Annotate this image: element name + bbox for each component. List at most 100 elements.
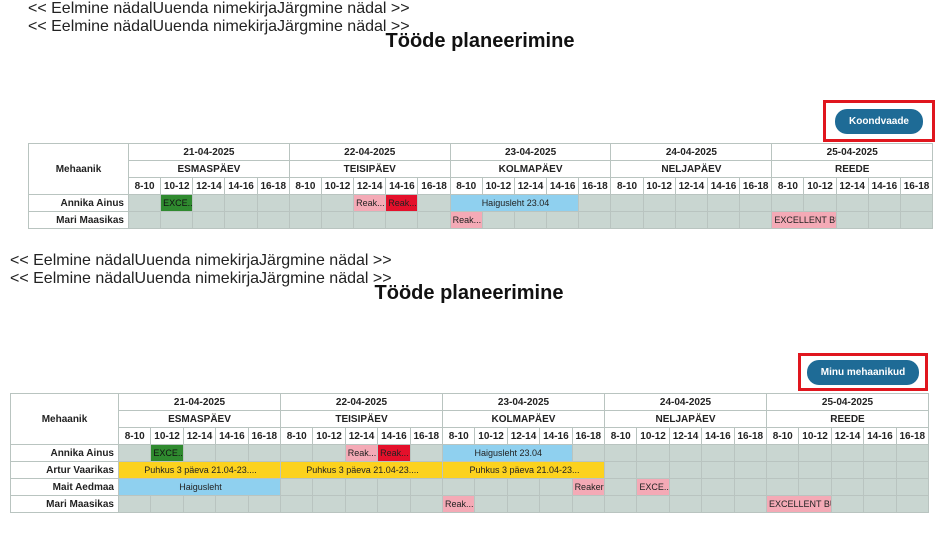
- empty-slot: [506, 495, 541, 513]
- booking[interactable]: EXCE...: [636, 478, 670, 496]
- empty-slot: [192, 211, 226, 229]
- empty-slot: [668, 461, 703, 479]
- empty-slot: [312, 495, 346, 513]
- empty-slot: [312, 444, 346, 462]
- mechanic-name: Mait Aedmaa: [10, 478, 119, 496]
- prev-week-link[interactable]: << Eelmine nädal: [28, 18, 153, 35]
- mechanic-row: Annika Ainus EXCE... Reak... Reak... Haigusl…: [10, 444, 930, 462]
- day-date: 21-04-2025: [118, 393, 281, 411]
- time-slot: 12-14: [674, 177, 708, 195]
- prev-week-link[interactable]: << Eelmine nädal: [10, 252, 135, 269]
- mechanic-header: Mehaanik: [10, 393, 119, 445]
- empty-slot: [279, 478, 314, 496]
- empty-slot: [539, 478, 573, 496]
- day-date: 22-04-2025: [288, 143, 451, 161]
- highlight-box: Koondvaade: [823, 100, 935, 142]
- time-slot: 16-18: [739, 177, 773, 195]
- empty-slot: [733, 444, 768, 462]
- empty-slot: [636, 444, 670, 462]
- refresh-list-link[interactable]: Uuenda nimekirja: [152, 18, 278, 35]
- next-week-link[interactable]: Järgmine nädal >>: [277, 18, 410, 35]
- booking[interactable]: Reak...: [377, 444, 411, 462]
- refresh-list-link[interactable]: Uuenda nimekirja: [152, 0, 278, 17]
- empty-slot: [798, 478, 832, 496]
- time-slot: 8-10: [449, 177, 483, 195]
- booking[interactable]: EXCELLENT BU...: [766, 495, 832, 513]
- time-slot: 16-18: [578, 177, 612, 195]
- empty-slot: [481, 211, 515, 229]
- empty-slot: [835, 211, 869, 229]
- header-row: ESMASPÄEV TEISIPÄEV KOLMAPÄEV NELJAPÄEV REED…: [29, 160, 934, 178]
- planner-panel: Tööde planeerimine << Eelmine nädalUuenda…: [10, 252, 930, 548]
- time-slot: 14-16: [539, 427, 573, 445]
- empty-slot: [610, 211, 644, 229]
- mechanic-row: Mari Maasikas Reak... EXCELLENT BU...: [28, 211, 934, 229]
- next-week-link[interactable]: Järgmine nädal >>: [259, 270, 392, 287]
- empty-slot: [895, 478, 930, 496]
- prev-week-link[interactable]: << Eelmine nädal: [10, 270, 135, 287]
- empty-slot: [798, 444, 832, 462]
- empty-slot: [256, 211, 290, 229]
- booking[interactable]: Reak...: [385, 194, 419, 212]
- booking[interactable]: Puhkus 3 päeva 21.04-23....: [280, 461, 443, 479]
- empty-slot: [247, 495, 282, 513]
- empty-slot: [385, 211, 419, 229]
- time-slot: 12-14: [192, 177, 226, 195]
- week-nav: << Eelmine nädalUuenda nimekirjaJärgmine…: [10, 270, 928, 288]
- empty-slot: [668, 478, 703, 496]
- empty-slot: [571, 444, 606, 462]
- empty-slot: [546, 211, 580, 229]
- empty-slot: [701, 495, 735, 513]
- time-slot: 8-10: [765, 427, 800, 445]
- time-slot: 14-16: [867, 177, 901, 195]
- time-slot: 12-14: [344, 427, 379, 445]
- booking[interactable]: Reak...: [441, 495, 476, 513]
- booking[interactable]: Puhkus 3 päeva 21.04-23...: [442, 461, 605, 479]
- empty-slot: [674, 211, 708, 229]
- empty-slot: [409, 444, 444, 462]
- booking[interactable]: EXCE...: [160, 194, 194, 212]
- time-slot: 16-18: [571, 427, 606, 445]
- empty-slot: [409, 478, 444, 496]
- time-slot: 16-18: [895, 427, 930, 445]
- booking[interactable]: Reak...: [353, 194, 387, 212]
- booking[interactable]: Haigusleht: [118, 478, 281, 496]
- booking[interactable]: Haigusleht 23.04: [449, 194, 580, 212]
- day-name: TEISIPÄEV: [280, 410, 443, 428]
- booking[interactable]: EXCELLENT BU...: [771, 211, 837, 229]
- view-button[interactable]: Koondvaade: [834, 108, 923, 134]
- booking[interactable]: Reak...: [449, 211, 483, 229]
- time-slot: 14-16: [224, 177, 258, 195]
- time-slot: 12-14: [182, 427, 217, 445]
- next-week-link[interactable]: Järgmine nädal >>: [277, 0, 410, 17]
- booking[interactable]: Puhkus 3 päeva 21.04-23....: [118, 461, 281, 479]
- empty-slot: [706, 194, 741, 212]
- empty-slot: [603, 461, 638, 479]
- time-slot: 14-16: [385, 177, 419, 195]
- empty-slot: [636, 495, 670, 513]
- booking[interactable]: Haigusleht 23.04: [442, 444, 573, 462]
- time-slot: 14-16: [215, 427, 249, 445]
- empty-slot: [668, 495, 703, 513]
- time-slot: 14-16: [863, 427, 897, 445]
- time-slot: 16-18: [417, 177, 451, 195]
- empty-slot: [674, 194, 708, 212]
- booking[interactable]: EXCE...: [150, 444, 184, 462]
- refresh-list-link[interactable]: Uuenda nimekirja: [134, 270, 260, 287]
- prev-week-link[interactable]: << Eelmine nädal: [28, 0, 153, 17]
- refresh-list-link[interactable]: Uuenda nimekirja: [134, 252, 260, 269]
- booking[interactable]: Reaker OÜ: [571, 478, 606, 496]
- empty-slot: [867, 211, 901, 229]
- header-row: ESMASPÄEV TEISIPÄEV KOLMAPÄEV NELJAPÄEV REED…: [11, 410, 929, 428]
- empty-slot: [377, 478, 411, 496]
- empty-slot: [150, 495, 184, 513]
- empty-slot: [117, 495, 152, 513]
- empty-slot: [642, 194, 676, 212]
- time-slot: 10-12: [320, 177, 355, 195]
- time-slot: 12-14: [830, 427, 865, 445]
- next-week-link[interactable]: Järgmine nädal >>: [259, 252, 392, 269]
- booking[interactable]: Reak...: [344, 444, 379, 462]
- time-slot: 16-18: [899, 177, 934, 195]
- time-slot: 10-12: [160, 177, 194, 195]
- view-button[interactable]: Minu mehaanikud: [806, 359, 920, 385]
